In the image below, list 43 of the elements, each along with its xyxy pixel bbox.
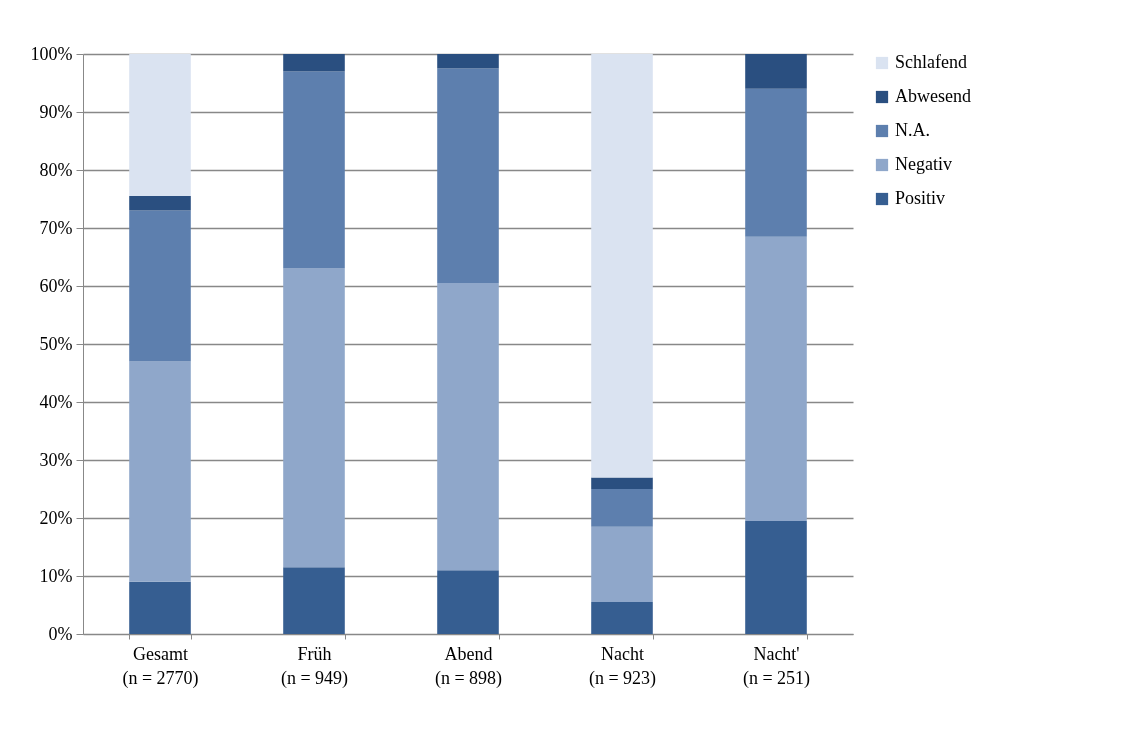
x-tick-label: Nacht (n = 923) xyxy=(588,643,657,689)
bar xyxy=(591,602,653,634)
bar xyxy=(129,581,191,634)
bar xyxy=(591,54,653,478)
legend-label: N.A. xyxy=(895,120,930,140)
x-tick-label: Abend (n = 898) xyxy=(434,643,503,689)
bar xyxy=(437,570,499,634)
y-tick-label: 0% xyxy=(48,623,73,644)
bar xyxy=(283,71,345,269)
bar xyxy=(129,54,191,197)
bar xyxy=(745,236,807,521)
bar xyxy=(745,54,807,89)
bar xyxy=(591,477,653,489)
bar xyxy=(129,210,191,362)
y-tick-label: 50% xyxy=(39,333,73,354)
bar xyxy=(745,88,807,237)
bar xyxy=(437,68,499,284)
y-tick-label: 10% xyxy=(39,565,73,586)
legend-label: Schlafend xyxy=(895,52,967,72)
bar xyxy=(283,268,345,568)
y-tick-label: 80% xyxy=(39,159,73,180)
legend-label: Abwesend xyxy=(895,86,971,106)
y-tick-label: 70% xyxy=(39,217,73,238)
bar xyxy=(283,54,345,72)
bar xyxy=(745,520,807,634)
legend-label: Negativ xyxy=(895,154,952,174)
y-tick-label: 40% xyxy=(39,391,73,412)
x-tick-label: Früh (n = 949) xyxy=(280,643,349,689)
bar xyxy=(591,489,653,527)
bar xyxy=(591,526,653,603)
y-tick-label: 100% xyxy=(30,43,73,64)
y-tick-label: 60% xyxy=(39,275,73,296)
bar xyxy=(129,361,191,582)
bar xyxy=(437,54,499,69)
legend-label: Positiv xyxy=(895,188,946,208)
x-tick-label: Nacht' (n = 251) xyxy=(742,643,811,689)
bar xyxy=(283,567,345,634)
y-tick-label: 20% xyxy=(39,507,73,528)
y-tick-label: 90% xyxy=(39,101,73,122)
y-tick-label: 30% xyxy=(39,449,73,470)
x-tick-label: Gesamt (n = 2770) xyxy=(122,643,199,689)
bar xyxy=(129,196,191,211)
bar xyxy=(437,283,499,571)
